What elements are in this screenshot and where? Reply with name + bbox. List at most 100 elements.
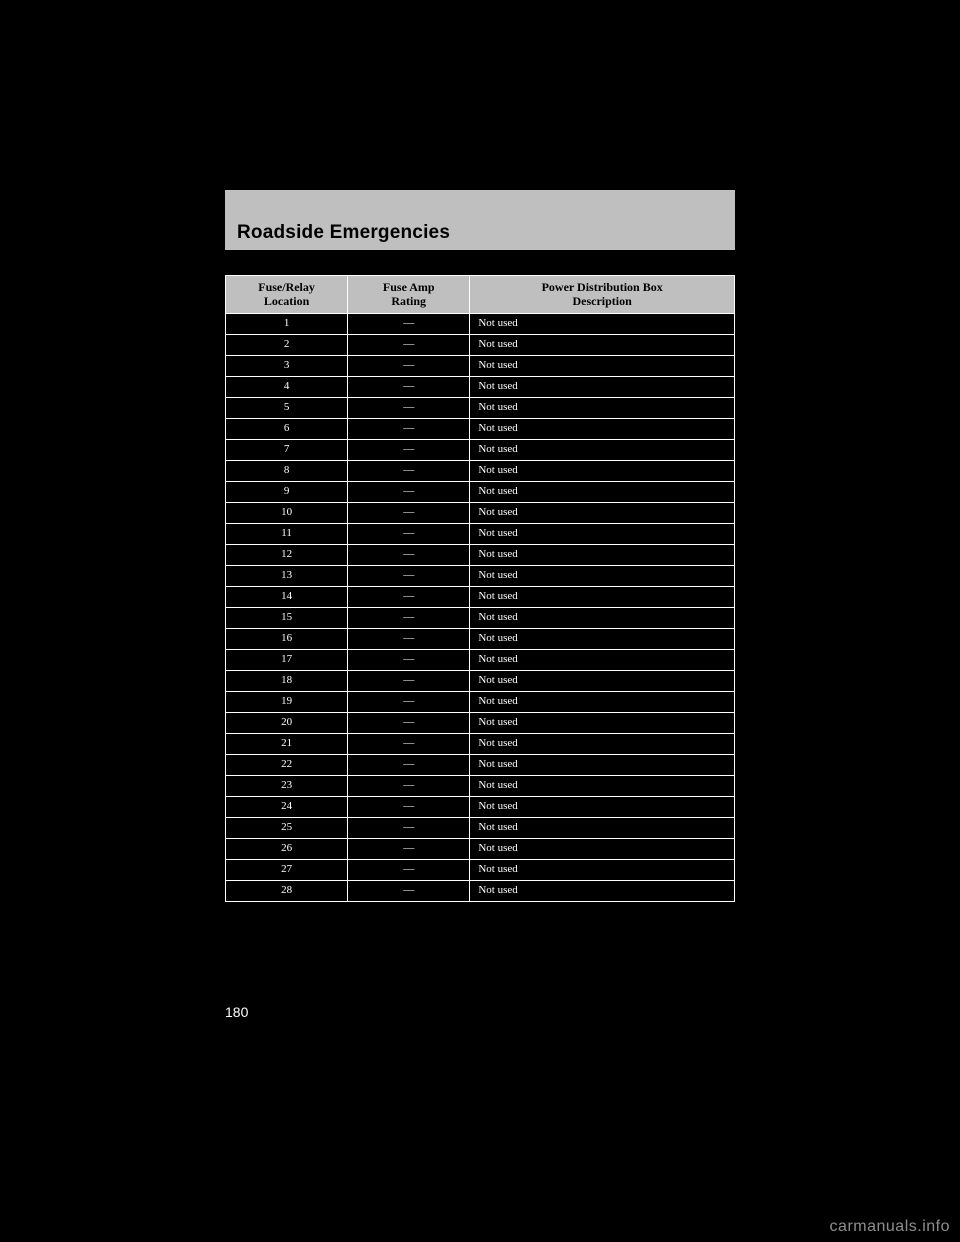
cell-amp: — (348, 565, 470, 586)
table-row: 13—Not used (226, 565, 735, 586)
cell-location: 2 (226, 334, 348, 355)
table-row: 4—Not used (226, 376, 735, 397)
cell-amp: — (348, 838, 470, 859)
cell-amp: — (348, 523, 470, 544)
cell-amp: — (348, 397, 470, 418)
cell-amp: — (348, 481, 470, 502)
cell-amp: — (348, 754, 470, 775)
cell-amp: — (348, 817, 470, 838)
cell-amp: — (348, 334, 470, 355)
cell-amp: — (348, 670, 470, 691)
table-row: 17—Not used (226, 649, 735, 670)
cell-description: Not used (470, 754, 735, 775)
cell-description: Not used (470, 439, 735, 460)
table-row: 21—Not used (226, 733, 735, 754)
cell-description: Not used (470, 418, 735, 439)
cell-description: Not used (470, 355, 735, 376)
cell-amp: — (348, 796, 470, 817)
cell-location: 14 (226, 586, 348, 607)
cell-description: Not used (470, 859, 735, 880)
table-row: 9—Not used (226, 481, 735, 502)
table-row: 22—Not used (226, 754, 735, 775)
cell-amp: — (348, 880, 470, 901)
cell-description: Not used (470, 376, 735, 397)
table-row: 8—Not used (226, 460, 735, 481)
cell-amp: — (348, 355, 470, 376)
cell-amp: — (348, 439, 470, 460)
cell-amp: — (348, 607, 470, 628)
cell-amp: — (348, 460, 470, 481)
table-row: 1—Not used (226, 313, 735, 334)
cell-location: 25 (226, 817, 348, 838)
cell-description: Not used (470, 523, 735, 544)
cell-amp: — (348, 649, 470, 670)
table-row: 20—Not used (226, 712, 735, 733)
col-header-amp: Fuse Amp Rating (348, 276, 470, 314)
table-row: 3—Not used (226, 355, 735, 376)
cell-description: Not used (470, 712, 735, 733)
col-header-amp-l1: Fuse Amp (383, 280, 435, 294)
cell-amp: — (348, 691, 470, 712)
cell-location: 20 (226, 712, 348, 733)
cell-amp: — (348, 313, 470, 334)
chapter-title: Roadside Emergencies (237, 222, 450, 244)
cell-location: 19 (226, 691, 348, 712)
cell-description: Not used (470, 628, 735, 649)
table-row: 26—Not used (226, 838, 735, 859)
cell-amp: — (348, 544, 470, 565)
cell-description: Not used (470, 670, 735, 691)
cell-description: Not used (470, 586, 735, 607)
chapter-heading-bar: Roadside Emergencies (225, 190, 735, 250)
cell-amp: — (348, 628, 470, 649)
cell-location: 3 (226, 355, 348, 376)
cell-description: Not used (470, 481, 735, 502)
cell-location: 17 (226, 649, 348, 670)
cell-amp: — (348, 775, 470, 796)
table-row: 16—Not used (226, 628, 735, 649)
col-header-location: Fuse/Relay Location (226, 276, 348, 314)
cell-location: 22 (226, 754, 348, 775)
cell-description: Not used (470, 775, 735, 796)
table-row: 7—Not used (226, 439, 735, 460)
cell-description: Not used (470, 313, 735, 334)
cell-location: 26 (226, 838, 348, 859)
table-row: 14—Not used (226, 586, 735, 607)
cell-location: 10 (226, 502, 348, 523)
table-row: 10—Not used (226, 502, 735, 523)
cell-amp: — (348, 502, 470, 523)
cell-location: 28 (226, 880, 348, 901)
cell-location: 9 (226, 481, 348, 502)
table-row: 6—Not used (226, 418, 735, 439)
fuse-table-body: 1—Not used2—Not used3—Not used4—Not used… (226, 313, 735, 901)
table-row: 24—Not used (226, 796, 735, 817)
table-row: 28—Not used (226, 880, 735, 901)
cell-description: Not used (470, 733, 735, 754)
cell-location: 18 (226, 670, 348, 691)
col-header-location-l1: Fuse/Relay (258, 280, 315, 294)
cell-description: Not used (470, 691, 735, 712)
col-header-amp-l2: Rating (391, 294, 426, 308)
cell-location: 16 (226, 628, 348, 649)
table-row: 5—Not used (226, 397, 735, 418)
cell-amp: — (348, 712, 470, 733)
cell-location: 1 (226, 313, 348, 334)
col-header-desc: Power Distribution Box Description (470, 276, 735, 314)
table-row: 23—Not used (226, 775, 735, 796)
cell-description: Not used (470, 838, 735, 859)
cell-location: 24 (226, 796, 348, 817)
header-row: Fuse/Relay Location Fuse Amp Rating Powe… (226, 276, 735, 314)
cell-location: 12 (226, 544, 348, 565)
cell-amp: — (348, 859, 470, 880)
cell-description: Not used (470, 649, 735, 670)
table-row: 18—Not used (226, 670, 735, 691)
cell-amp: — (348, 586, 470, 607)
cell-description: Not used (470, 397, 735, 418)
cell-amp: — (348, 418, 470, 439)
col-header-desc-l2: Description (572, 294, 631, 308)
cell-location: 8 (226, 460, 348, 481)
cell-location: 6 (226, 418, 348, 439)
cell-location: 5 (226, 397, 348, 418)
cell-description: Not used (470, 796, 735, 817)
cell-location: 7 (226, 439, 348, 460)
col-header-location-l2: Location (264, 294, 309, 308)
